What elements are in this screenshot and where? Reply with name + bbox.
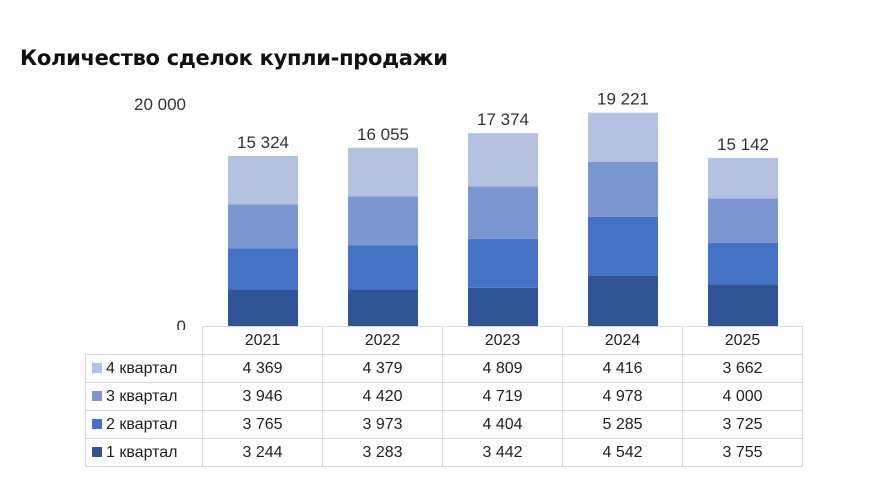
value-cell: 3 755 [682,438,803,467]
bar-segment-q4-2021 [228,155,298,205]
series-label-cell: 2 квартал [85,410,203,439]
y-tick-label: 20 000 [134,95,186,114]
series-label: 4 квартал [106,359,178,377]
bar-segment-q1-2025 [708,284,778,326]
bar-segment-q2-2025 [708,242,778,285]
value-cell: 3 662 [682,354,803,383]
value-cell: 3 765 [202,410,323,439]
data-table-row: 4 квартал 4 369 4 379 4 809 4 416 3 662 [85,354,803,383]
chart-title: Количество сделок купли-продажи [20,46,448,70]
value-cell: 4 000 [682,382,803,411]
series-label-cell: 1 квартал [85,438,203,467]
data-table-row: 1 квартал 3 244 3 283 3 442 4 542 3 755 [85,438,803,467]
total-label-2024: 19 221 [597,90,649,109]
legend-swatch-icon [92,446,102,457]
bar-segment-q4-2022 [348,147,418,197]
year-header: 2023 [442,326,563,355]
value-cell: 3 725 [682,410,803,439]
year-header: 2021 [202,326,323,355]
value-cell: 4 542 [562,438,683,467]
value-cell: 4 404 [442,410,563,439]
value-cell: 4 978 [562,382,683,411]
total-label-2023: 17 374 [477,110,529,129]
value-cell: 5 285 [562,410,683,439]
legend-swatch-icon [92,362,102,373]
value-cell: 4 719 [442,382,563,411]
series-label: 1 квартал [106,443,178,461]
value-cell: 4 809 [442,354,563,383]
total-label-2025: 15 142 [717,135,769,154]
total-label-2022: 16 055 [357,125,409,144]
year-header: 2024 [562,326,683,355]
value-cell: 3 442 [442,438,563,467]
bar-segment-q2-2022 [348,245,418,290]
value-cell: 3 946 [202,382,323,411]
bar-segment-q1-2022 [348,289,418,326]
value-cell: 4 369 [202,354,323,383]
bar-segment-q3-2023 [468,186,538,239]
data-table: 2021 2022 2023 2024 2025 4 квартал 4 369 4… [85,326,803,467]
series-label-cell: 4 квартал [85,354,203,383]
bar-segment-q2-2021 [228,248,298,290]
data-table-corner [85,326,203,355]
year-header: 2022 [322,326,443,355]
data-table-header-row: 2021 2022 2023 2024 2025 [85,326,803,355]
value-cell: 3 973 [322,410,443,439]
value-cell: 3 244 [202,438,323,467]
series-label-cell: 3 квартал [85,382,203,411]
y-tick-label: 0 [177,317,186,330]
data-table-row: 3 квартал 3 946 4 420 4 719 4 978 4 000 [85,382,803,411]
value-cell: 4 416 [562,354,683,383]
bar-segment-q1-2024 [588,275,658,326]
data-table-row: 2 квартал 3 765 3 973 4 404 5 285 3 725 [85,410,803,439]
value-cell: 3 283 [322,438,443,467]
bar-segment-q4-2025 [708,157,778,199]
bar-segment-q1-2021 [228,289,298,326]
bar-segment-q4-2024 [588,112,658,162]
legend-swatch-icon [92,418,102,429]
bar-segment-q1-2023 [468,287,538,326]
bar-segment-q2-2024 [588,216,658,276]
total-label-2021: 15 324 [237,133,289,152]
bar-segment-q3-2025 [708,198,778,243]
bar-segment-q2-2023 [468,238,538,288]
bar-segment-q3-2024 [588,161,658,217]
series-label: 2 квартал [106,415,178,433]
value-cell: 4 379 [322,354,443,383]
bar-segment-q3-2022 [348,196,418,246]
value-cell: 4 420 [322,382,443,411]
year-header: 2025 [682,326,803,355]
legend-swatch-icon [92,390,102,401]
stacked-bar-chart: 0 20 000 15 324 16 055 17 374 19 221 15 142 [134,90,778,330]
series-label: 3 квартал [106,387,178,405]
bar-segment-q3-2021 [228,204,298,249]
bar-segment-q4-2023 [468,133,538,187]
